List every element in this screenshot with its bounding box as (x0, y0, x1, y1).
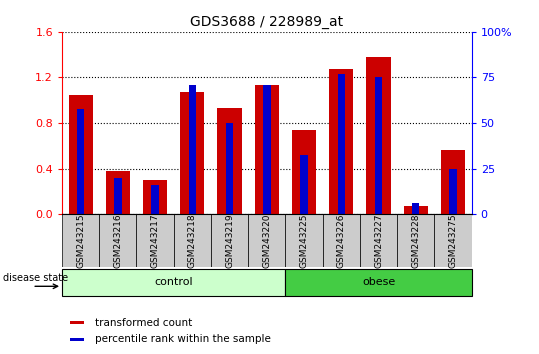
Text: GSM243215: GSM243215 (76, 213, 85, 268)
Bar (292, 130, 316, 214)
FancyBboxPatch shape (62, 214, 99, 267)
Text: GSM243226: GSM243226 (337, 213, 346, 268)
Bar (300, 155, 308, 214)
Bar (367, 57, 391, 214)
Bar (441, 150, 465, 214)
Bar (189, 85, 196, 214)
FancyBboxPatch shape (174, 214, 211, 267)
Bar (70, 338, 84, 341)
Text: GSM243217: GSM243217 (150, 213, 160, 268)
Text: GSM243275: GSM243275 (448, 213, 458, 268)
FancyBboxPatch shape (62, 269, 286, 296)
Bar (106, 171, 130, 214)
Bar (226, 123, 233, 214)
Text: GSM243228: GSM243228 (411, 213, 420, 268)
FancyBboxPatch shape (397, 214, 434, 267)
Bar (70, 321, 84, 324)
Bar (404, 206, 428, 214)
Bar (77, 109, 84, 214)
Text: percentile rank within the sample: percentile rank within the sample (95, 335, 271, 344)
Bar (68, 95, 93, 214)
FancyBboxPatch shape (360, 214, 397, 267)
Bar (375, 78, 382, 214)
Text: GSM243219: GSM243219 (225, 213, 234, 268)
Bar (255, 85, 279, 214)
Bar (329, 69, 354, 214)
Bar (151, 184, 159, 214)
Text: GSM243227: GSM243227 (374, 213, 383, 268)
Bar (217, 108, 241, 214)
Text: GSM243218: GSM243218 (188, 213, 197, 268)
FancyBboxPatch shape (323, 214, 360, 267)
Text: GSM243220: GSM243220 (262, 213, 271, 268)
FancyBboxPatch shape (286, 214, 323, 267)
FancyBboxPatch shape (211, 214, 248, 267)
Text: obese: obese (362, 277, 395, 287)
Text: GSM243216: GSM243216 (113, 213, 122, 268)
Bar (450, 169, 457, 214)
FancyBboxPatch shape (434, 214, 472, 267)
Title: GDS3688 / 228989_at: GDS3688 / 228989_at (190, 16, 343, 29)
Bar (180, 92, 204, 214)
Bar (143, 180, 167, 214)
Text: disease state: disease state (3, 273, 68, 283)
Bar (412, 203, 419, 214)
FancyBboxPatch shape (99, 214, 136, 267)
FancyBboxPatch shape (248, 214, 286, 267)
Bar (263, 85, 271, 214)
FancyBboxPatch shape (136, 214, 174, 267)
FancyBboxPatch shape (286, 269, 472, 296)
Text: GSM243225: GSM243225 (300, 213, 308, 268)
Bar (114, 178, 122, 214)
Text: transformed count: transformed count (95, 318, 192, 328)
Bar (337, 74, 345, 214)
Text: control: control (154, 277, 193, 287)
